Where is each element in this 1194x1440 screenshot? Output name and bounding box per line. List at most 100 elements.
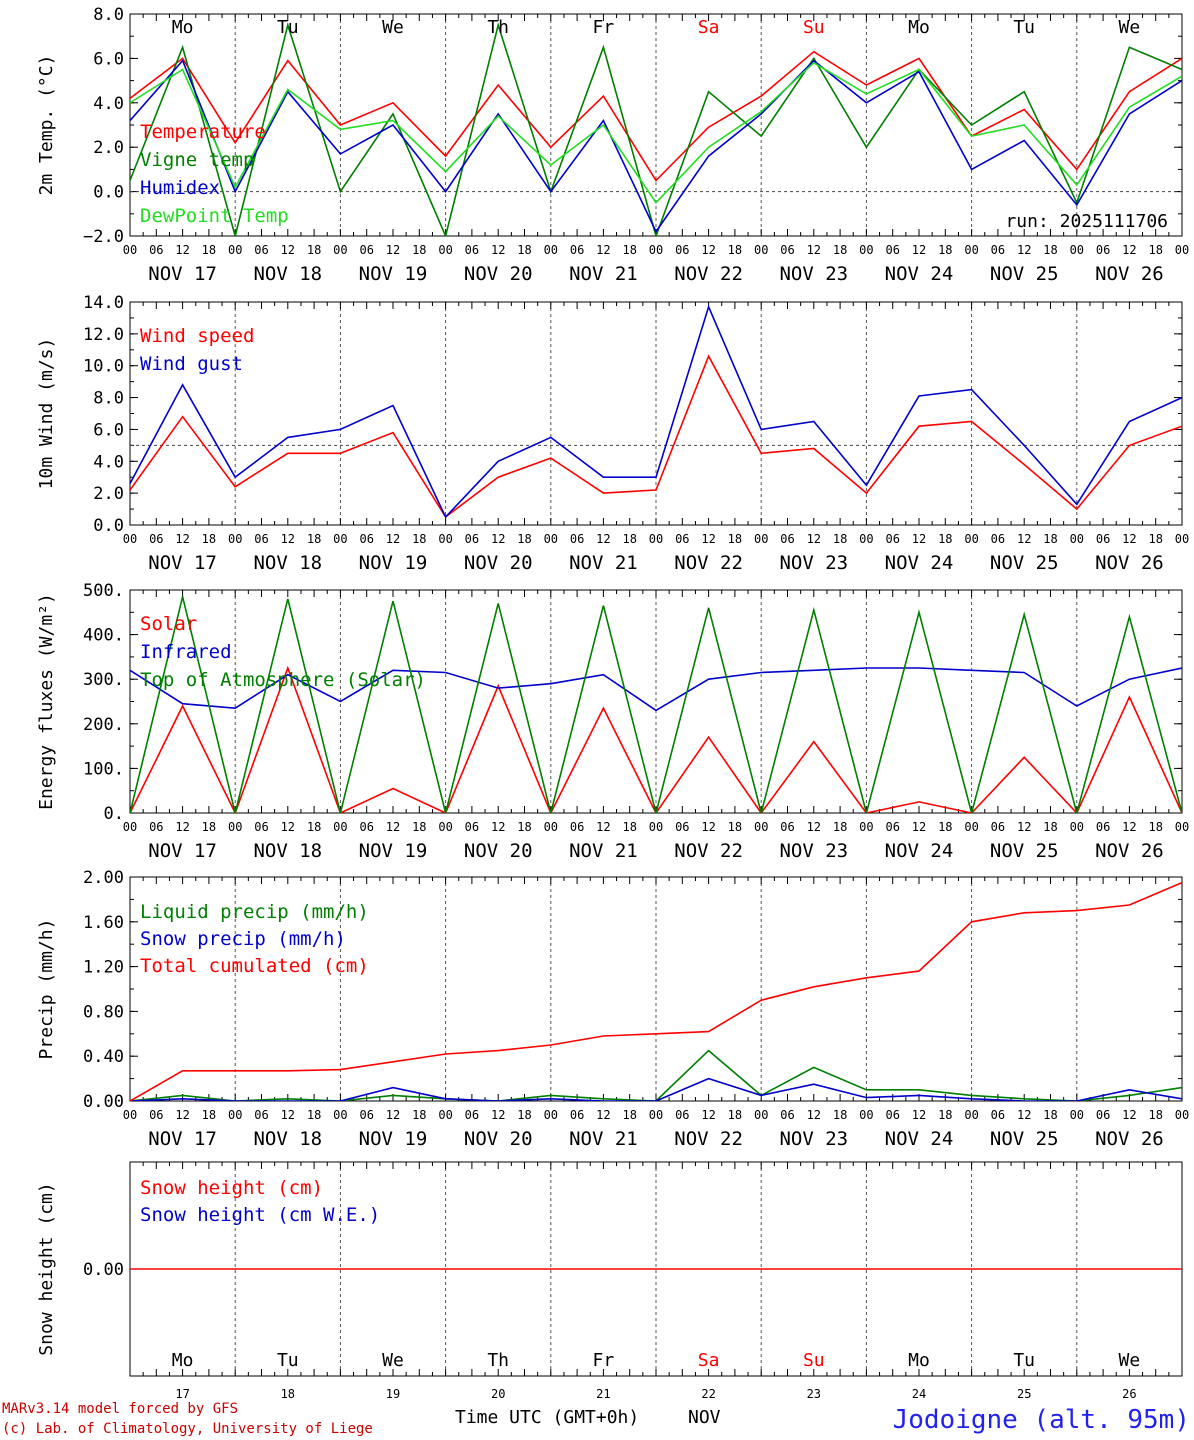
hour-label: 18 <box>1043 820 1057 834</box>
hour-label: 06 <box>885 243 899 257</box>
top-day-label: We <box>1119 17 1141 38</box>
y-tick-label: 8.0 <box>93 389 124 409</box>
hour-label: 00 <box>544 243 558 257</box>
series-line-wind-gust <box>130 304 1182 519</box>
hour-label: 00 <box>333 820 347 834</box>
hour-label: 06 <box>991 820 1005 834</box>
bottom-day-name: Tu <box>277 1350 299 1371</box>
hour-label: 06 <box>254 532 268 546</box>
hour-label: 18 <box>1043 1108 1057 1122</box>
hour-label: 06 <box>149 820 163 834</box>
hour-label: 00 <box>1070 532 1084 546</box>
date-label: NOV 21 <box>569 552 638 574</box>
hour-label: 18 <box>622 820 636 834</box>
bottom-day-name: We <box>1119 1350 1141 1371</box>
hour-label: 18 <box>1148 820 1162 834</box>
y-tick-label: 6.0 <box>93 49 124 69</box>
series-line-total-cumulated-cm- <box>130 881 1182 1101</box>
hour-label: 00 <box>123 532 137 546</box>
date-label: NOV 24 <box>885 552 954 574</box>
hour-label: 00 <box>859 532 873 546</box>
top-day-label: Mo <box>908 17 930 38</box>
hour-label: 00 <box>123 820 137 834</box>
date-label: NOV 17 <box>148 840 217 862</box>
hour-label: 18 <box>307 820 321 834</box>
hour-label: 00 <box>964 820 978 834</box>
date-label: NOV 22 <box>674 1128 743 1150</box>
hour-label: 00 <box>754 243 768 257</box>
y-axis-title: Precip (mm/h) <box>36 919 57 1060</box>
hour-label: 12 <box>596 1108 610 1122</box>
hour-label: 12 <box>386 820 400 834</box>
hour-label: 18 <box>517 1108 531 1122</box>
hour-label: 06 <box>254 1108 268 1122</box>
hour-label: 00 <box>123 1108 137 1122</box>
hour-label: 00 <box>228 820 242 834</box>
hour-label: 00 <box>438 243 452 257</box>
hour-label: 12 <box>1122 532 1136 546</box>
bottom-day-number: 20 <box>491 1387 505 1401</box>
hour-label: 06 <box>780 532 794 546</box>
hour-label: 00 <box>754 532 768 546</box>
hour-label: 12 <box>1122 243 1136 257</box>
hour-label: 06 <box>254 243 268 257</box>
hour-label: 12 <box>1017 532 1031 546</box>
date-label: NOV 24 <box>885 840 954 862</box>
bottom-day-name: Tu <box>1013 1350 1035 1371</box>
series-line-solar <box>130 665 1182 813</box>
y-tick-label: 10.0 <box>83 357 124 377</box>
hour-label: 12 <box>175 532 189 546</box>
series-line-infrared <box>130 667 1182 712</box>
y-tick-label: 200. <box>83 715 124 735</box>
hour-label: 00 <box>228 532 242 546</box>
date-label: NOV 21 <box>569 263 638 285</box>
hour-label: 18 <box>202 1108 216 1122</box>
hour-label: 06 <box>991 1108 1005 1122</box>
hour-label: 06 <box>675 243 689 257</box>
hour-label: 18 <box>938 1108 952 1122</box>
bottom-day-number: 18 <box>281 1387 295 1401</box>
date-label: NOV 25 <box>990 1128 1059 1150</box>
hour-label: 12 <box>1017 820 1031 834</box>
hour-label: 12 <box>912 1108 926 1122</box>
hour-label: 18 <box>622 243 636 257</box>
hour-label: 00 <box>123 243 137 257</box>
date-label: NOV 22 <box>674 263 743 285</box>
date-label: NOV 19 <box>359 840 428 862</box>
y-tick-label: 100. <box>83 759 124 779</box>
hour-label: 00 <box>1070 243 1084 257</box>
y-tick-label: 400. <box>83 626 124 646</box>
y-axis-title: Snow height (cm) <box>36 1182 57 1355</box>
legend-entry: Top of Atmosphere (Solar) <box>140 669 426 691</box>
model-credit: MARv3.14 model forced by GFS <box>2 1401 238 1417</box>
hour-label: 18 <box>728 1108 742 1122</box>
y-tick-label: 8.0 <box>93 5 124 25</box>
hour-label: 00 <box>649 243 663 257</box>
hour-label: 18 <box>1148 1108 1162 1122</box>
hour-label: 12 <box>912 243 926 257</box>
hour-label: 06 <box>465 820 479 834</box>
hour-label: 06 <box>675 532 689 546</box>
hour-label: 18 <box>307 532 321 546</box>
hour-label: 00 <box>1175 532 1189 546</box>
date-label: NOV 21 <box>569 840 638 862</box>
legend-entry: Humidex <box>140 177 220 199</box>
hour-label: 12 <box>701 820 715 834</box>
hour-label: 12 <box>175 820 189 834</box>
hour-label: 00 <box>649 532 663 546</box>
wind-panel: 14.0 12.0 10.0 8.0 6.0 4.0 2.0 0.0 10m Wind (m/s… <box>36 293 1189 574</box>
hour-label: 06 <box>1096 1108 1110 1122</box>
hour-label: 00 <box>544 820 558 834</box>
y-tick-label: 2.0 <box>93 138 124 158</box>
hour-label: 12 <box>491 820 505 834</box>
series-line-snow-precip-mm-h- <box>130 1077 1182 1101</box>
hour-label: 12 <box>807 820 821 834</box>
hour-label: 06 <box>1096 820 1110 834</box>
station-title: Jodoigne (alt. 95m) <box>893 1405 1190 1435</box>
hour-label: 00 <box>438 820 452 834</box>
y-tick-label: 4.0 <box>93 452 124 472</box>
date-label: NOV 18 <box>253 840 322 862</box>
energy-flux-panel: 500. 400. 300. 200. 100. 0. Energy fluxes (W/m… <box>36 581 1189 862</box>
hour-label: 18 <box>307 1108 321 1122</box>
